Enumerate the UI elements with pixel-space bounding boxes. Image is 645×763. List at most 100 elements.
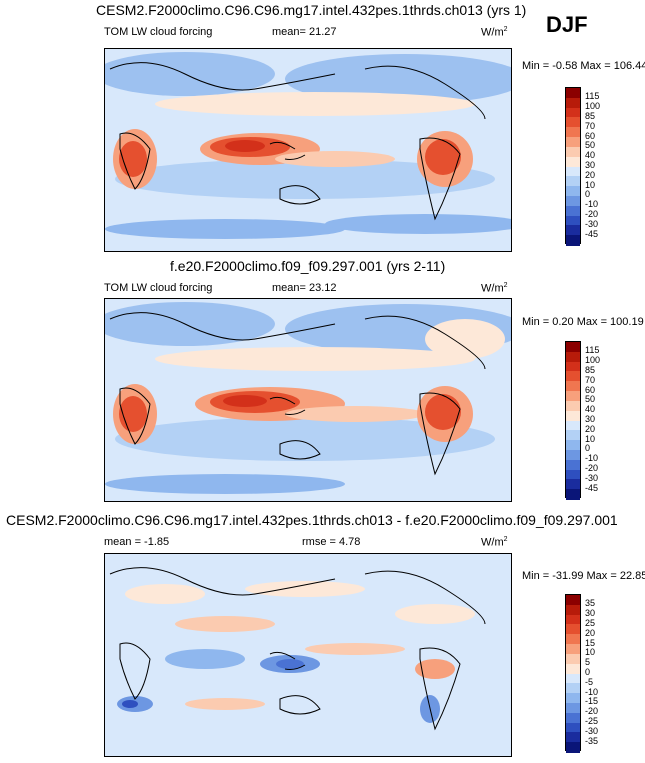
panel1-minmax: Min = -0.58 Max = 106.44 bbox=[522, 60, 645, 72]
colorbar-swatch bbox=[566, 205, 580, 217]
colorbar-swatch bbox=[566, 449, 580, 461]
colorbar-swatch bbox=[566, 712, 580, 724]
colorbar-swatch bbox=[566, 146, 580, 158]
colorbar-swatch bbox=[566, 88, 580, 99]
colorbar-tick-label: -10 bbox=[585, 686, 599, 697]
colorbar-swatch bbox=[566, 361, 580, 372]
panel3-map bbox=[104, 553, 512, 757]
colorbar-swatch bbox=[566, 410, 580, 421]
colorbar-swatch bbox=[566, 634, 580, 645]
colorbar-tick-label: 10 bbox=[585, 179, 596, 190]
panel2-title: f.e20.F2000climo.f09_f09.297.001 (yrs 2-… bbox=[170, 258, 446, 274]
colorbar-swatch bbox=[566, 693, 580, 704]
colorbar-swatch bbox=[566, 604, 580, 616]
colorbar-tick-label: -30 bbox=[585, 472, 599, 483]
colorbar-tick-label: 30 bbox=[585, 414, 596, 424]
colorbar-swatch bbox=[566, 371, 580, 382]
colorbar-swatch bbox=[566, 653, 580, 665]
colorbar-tick-label: 20 bbox=[585, 169, 596, 180]
season-label: DJF bbox=[546, 12, 588, 37]
panel2-map bbox=[104, 298, 512, 502]
colorbar-tick-label: 0 bbox=[585, 443, 591, 454]
colorbar-swatch bbox=[566, 391, 580, 402]
colorbar-tick-label: 30 bbox=[585, 160, 596, 170]
panel1-mean: mean= 21.27 bbox=[272, 26, 337, 38]
colorbar-swatch bbox=[566, 722, 580, 733]
colorbar-tick-label: -5 bbox=[585, 676, 594, 687]
colorbar-tick-label: 115 bbox=[585, 345, 600, 356]
colorbar-tick-label: -30 bbox=[585, 725, 599, 736]
colorbar-tick-label: 35 bbox=[585, 598, 596, 609]
panel2-units: W/m2 bbox=[481, 282, 508, 295]
colorbar-tick-label: 10 bbox=[585, 647, 596, 658]
colorbar-tick-label: -20 bbox=[585, 209, 599, 220]
colorbar-swatch bbox=[566, 235, 580, 246]
colorbar-swatch bbox=[566, 195, 580, 207]
panel2-map-svg bbox=[105, 299, 511, 501]
colorbar-swatch bbox=[566, 381, 580, 392]
colorbar-swatch bbox=[566, 489, 580, 500]
colorbar-swatch bbox=[566, 440, 580, 451]
panel3-colorbar bbox=[565, 594, 581, 753]
colorbar-tick-label: 60 bbox=[585, 384, 596, 395]
colorbar-tick-label: -10 bbox=[585, 453, 599, 464]
colorbar-tick-label: 40 bbox=[585, 150, 596, 161]
panel2-colorbar bbox=[565, 341, 581, 500]
colorbar-tick-label: -30 bbox=[585, 218, 599, 229]
colorbar-tick-label: -20 bbox=[585, 463, 599, 474]
colorbar-tick-label: 15 bbox=[585, 637, 596, 648]
colorbar-swatch bbox=[566, 702, 580, 714]
colorbar-tick-label: 5 bbox=[585, 657, 591, 668]
panel2-minmax: Min = 0.20 Max = 100.19 bbox=[522, 316, 644, 328]
colorbar-swatch bbox=[566, 137, 580, 148]
colorbar-swatch bbox=[566, 459, 580, 471]
colorbar-swatch bbox=[566, 624, 580, 635]
colorbar-tick-label: 25 bbox=[585, 617, 596, 628]
colorbar-swatch bbox=[566, 186, 580, 197]
colorbar-tick-label: -10 bbox=[585, 199, 599, 210]
panel3-map-svg bbox=[105, 554, 511, 756]
colorbar-swatch bbox=[566, 644, 580, 655]
colorbar-tick-label: 20 bbox=[585, 423, 596, 434]
panel1-title: CESM2.F2000climo.C96.C96.mg17.intel.432p… bbox=[96, 2, 527, 18]
colorbar-swatch bbox=[566, 420, 580, 431]
colorbar-swatch bbox=[566, 663, 580, 674]
colorbar-swatch bbox=[566, 479, 580, 490]
colorbar-tick-label: 100 bbox=[585, 101, 601, 112]
colorbar-swatch bbox=[566, 469, 580, 480]
panel1-map-svg bbox=[105, 49, 511, 251]
panel3-units: W/m2 bbox=[481, 536, 508, 549]
colorbar-swatch bbox=[566, 742, 580, 753]
colorbar-tick-label: 115 bbox=[585, 91, 600, 102]
colorbar-swatch bbox=[566, 400, 580, 412]
colorbar-swatch bbox=[566, 166, 580, 177]
colorbar-tick-label: -45 bbox=[585, 228, 599, 239]
colorbar-tick-label: 10 bbox=[585, 433, 596, 444]
colorbar-tick-label: -15 bbox=[585, 696, 599, 707]
colorbar-swatch bbox=[566, 107, 580, 118]
panel3-rmse: rmse = 4.78 bbox=[302, 536, 361, 548]
colorbar-tick-label: 20 bbox=[585, 627, 596, 638]
colorbar-tick-label: 70 bbox=[585, 374, 596, 385]
colorbar-swatch bbox=[566, 430, 580, 441]
panel1-map bbox=[104, 48, 512, 252]
colorbar-swatch bbox=[566, 215, 580, 226]
colorbar-tick-label: 70 bbox=[585, 120, 596, 131]
panel3-mean: mean = -1.85 bbox=[104, 536, 170, 548]
panel2-mean: mean= 23.12 bbox=[272, 282, 337, 294]
colorbar-tick-label: 60 bbox=[585, 130, 596, 141]
colorbar-tick-label: 100 bbox=[585, 355, 601, 366]
colorbar-tick-label: -45 bbox=[585, 482, 599, 493]
panel3-minmax: Min = -31.99 Max = 22.85 bbox=[522, 570, 645, 582]
panel1-colorbar bbox=[565, 87, 581, 246]
colorbar-swatch bbox=[566, 673, 580, 684]
colorbar-tick-label: 40 bbox=[585, 404, 596, 415]
colorbar-swatch bbox=[566, 117, 580, 128]
panel3-title: CESM2.F2000climo.C96.C96.mg17.intel.432p… bbox=[6, 512, 618, 528]
colorbar-swatch bbox=[566, 127, 580, 138]
colorbar-tick-label: 0 bbox=[585, 189, 591, 200]
colorbar-swatch bbox=[566, 732, 580, 743]
colorbar-swatch bbox=[566, 97, 580, 109]
colorbar-swatch bbox=[566, 156, 580, 167]
colorbar-swatch bbox=[566, 683, 580, 694]
